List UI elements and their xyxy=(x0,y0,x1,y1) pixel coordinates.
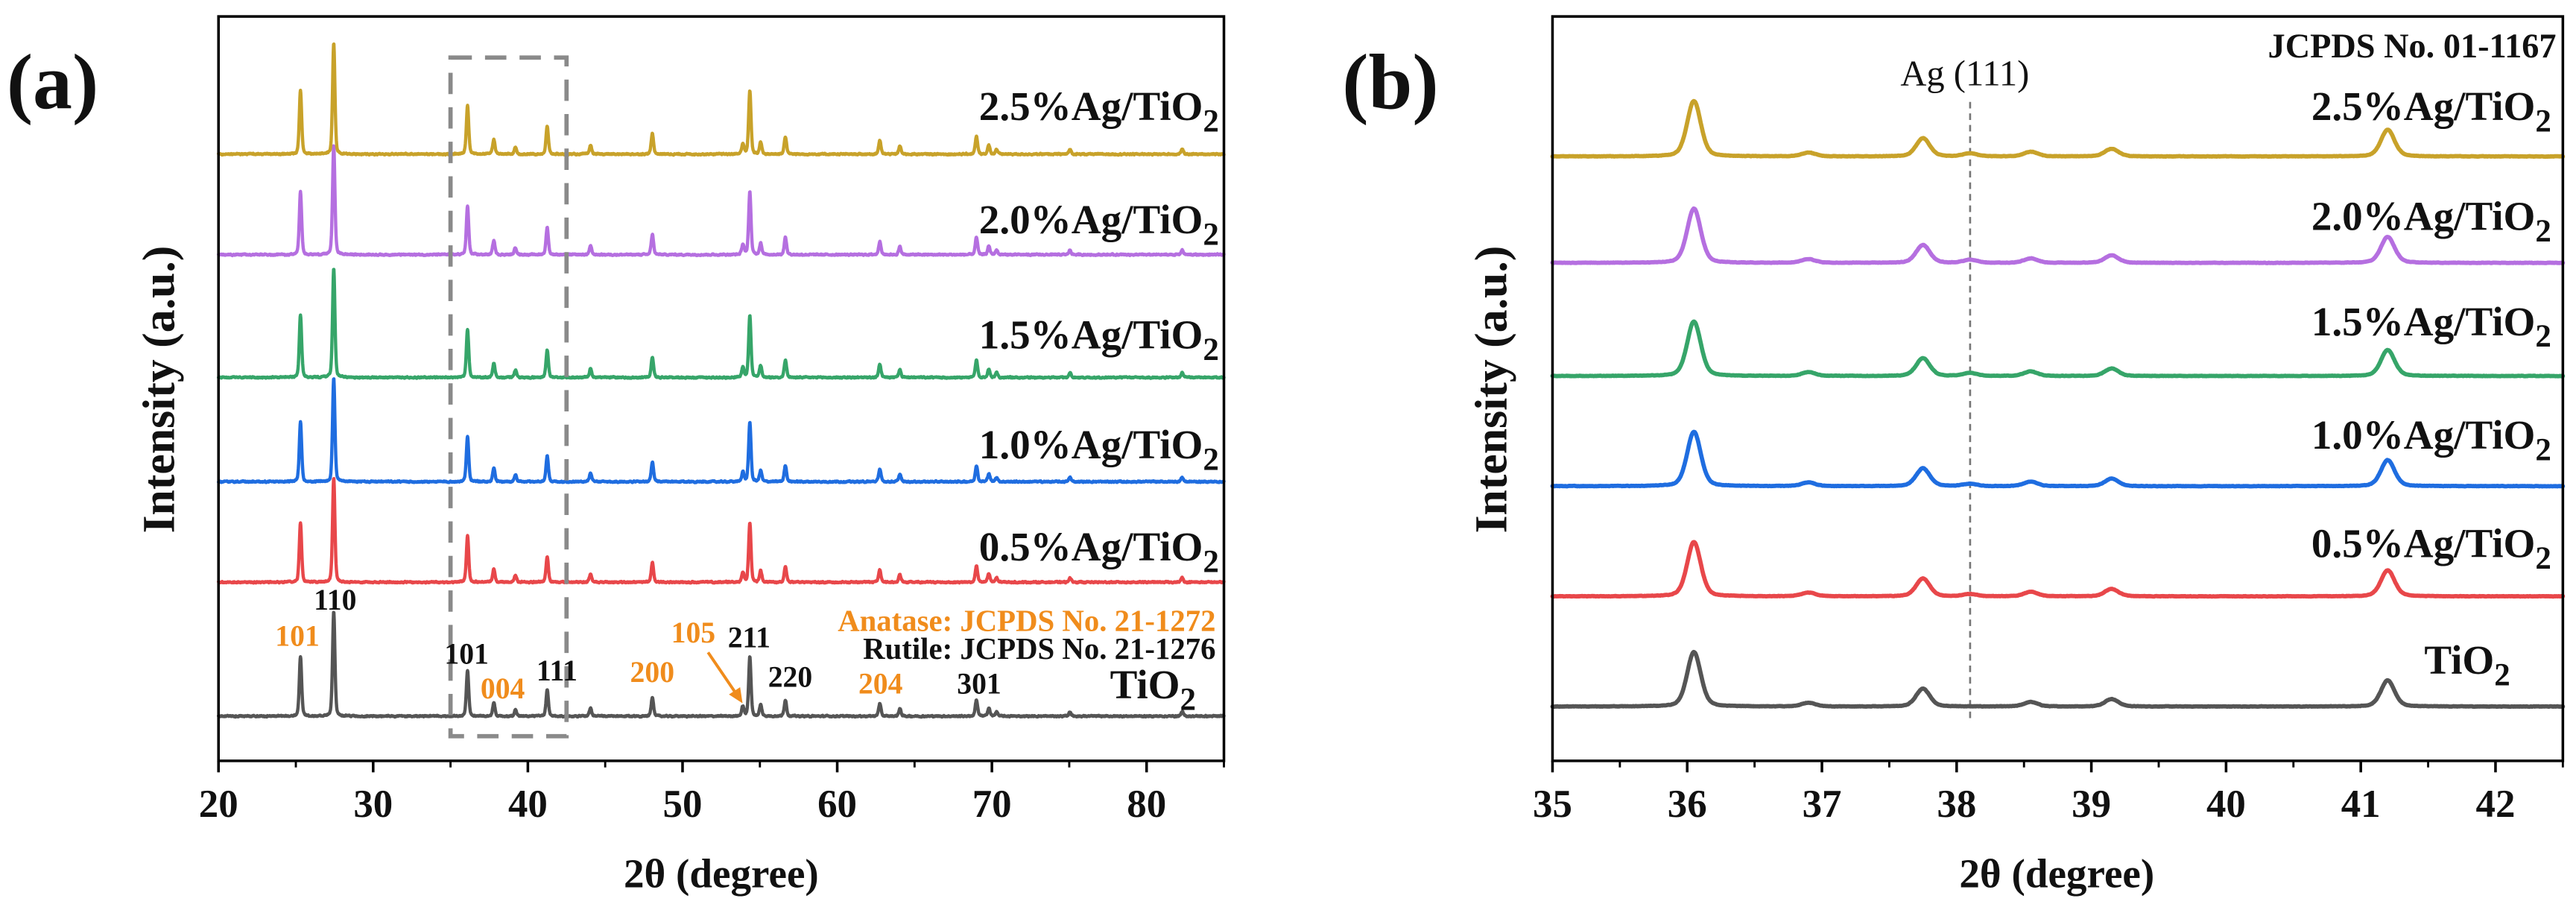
x-tick-label: 36 xyxy=(1668,783,1707,826)
trace-2-5-ag-tio2 xyxy=(1550,98,2566,159)
trace-0-5-ag-tio2 xyxy=(1550,540,2566,599)
panel-b-label-2-5-ag-tio2: 2.5%Ag/TiO2 xyxy=(2311,83,2551,139)
panel-b-label-2-0-ag-tio2: 2.0%Ag/TiO2 xyxy=(2311,194,2551,249)
x-tick-label: 38 xyxy=(1937,783,1976,826)
panel-a-letter: (a) xyxy=(7,39,98,126)
x-tick-label: 50 xyxy=(663,783,703,826)
x-tick-label: 70 xyxy=(972,783,1012,826)
panel-b-x-tick-labels: 35 36 37 38 39 40 41 42 xyxy=(1533,783,2515,826)
x-tick-label: 37 xyxy=(1803,783,1842,826)
panel-a: (a) Intensity (a.u.) 2θ (degree) 20 30 40 5… xyxy=(7,15,1226,897)
trace-2-5-ag-tio2 xyxy=(217,42,1226,157)
rutile-reference-label: Rutile: JCPDS No. 21-1276 xyxy=(863,632,1215,666)
panel-a-label-1-5-ag-tio2: 1.5%Ag/TiO2 xyxy=(979,312,1219,367)
trace-1-5-ag-tio2 xyxy=(217,268,1226,380)
panel-b-label-0-5-ag-tio2: 0.5%Ag/TiO2 xyxy=(2311,520,2551,575)
peak-label-rutile-110: 110 xyxy=(314,584,356,616)
panel-b-y-axis-label: Intensity (a.u.) xyxy=(1466,246,1517,534)
panel-b-traces xyxy=(1550,98,2566,710)
panel-b-label-tio2: TiO2 xyxy=(2424,637,2510,692)
trace-0-5-ag-tio2 xyxy=(217,476,1226,585)
x-tick-label: 60 xyxy=(817,783,857,826)
x-tick-label: 35 xyxy=(1533,783,1572,826)
panel-a-label-tio2: TiO2 xyxy=(1110,662,1196,717)
panel-a-x-axis-label: 2θ (degree) xyxy=(624,851,819,897)
panel-a-label-1-0-ag-tio2: 1.0%Ag/TiO2 xyxy=(979,422,1219,477)
trace-2-0-ag-tio2 xyxy=(217,144,1226,258)
ag-111-label: Ag (111) xyxy=(1900,54,2029,94)
peak-label-rutile-211: 211 xyxy=(728,622,770,654)
panel-a-x-ticks xyxy=(217,760,1225,773)
x-tick-label: 42 xyxy=(2476,783,2516,826)
anatase-reference-label: Anatase: JCPDS No. 21-1272 xyxy=(838,604,1215,638)
peak-label-anatase-200: 200 xyxy=(630,656,675,689)
x-tick-label: 80 xyxy=(1127,783,1166,826)
panel-a-plot-frame xyxy=(217,15,1226,762)
trace-2-0-ag-tio2 xyxy=(1550,206,2566,265)
trace-1-0-ag-tio2 xyxy=(217,377,1226,484)
peak-label-anatase-105: 105 xyxy=(671,616,716,649)
x-tick-label: 20 xyxy=(199,783,238,826)
peak-label-rutile-101: 101 xyxy=(444,638,489,671)
x-tick-label: 41 xyxy=(2341,783,2381,826)
panel-a-label-2-0-ag-tio2: 2.0%Ag/TiO2 xyxy=(979,197,1219,252)
peak-label-rutile-220: 220 xyxy=(768,661,813,694)
x-tick-label: 40 xyxy=(508,783,548,826)
panel-b-letter: (b) xyxy=(1342,39,1438,126)
x-tick-label: 30 xyxy=(353,783,393,826)
panel-a-label-2-5-ag-tio2: 2.5%Ag/TiO2 xyxy=(979,83,1219,139)
trace-tio2 xyxy=(217,610,1226,719)
peak-label-rutile-301: 301 xyxy=(957,667,1001,700)
panel-a-label-0-5-ag-tio2: 0.5%Ag/TiO2 xyxy=(979,524,1219,579)
peak-label-anatase-204: 204 xyxy=(858,667,903,700)
trace-1-0-ag-tio2 xyxy=(1550,429,2566,489)
panel-a-x-tick-labels: 20 30 40 50 60 70 80 xyxy=(199,783,1166,826)
peak-label-rutile-111: 111 xyxy=(537,654,577,687)
jcpds-card-label: JCPDS No. 01-1167 xyxy=(2268,28,2557,66)
panel-b-label-1-5-ag-tio2: 1.5%Ag/TiO2 xyxy=(2311,299,2551,354)
panel-b: (b) Intensity (a.u.) 2θ (degree) 35 36 37 3… xyxy=(1342,15,2566,897)
zoom-region-box xyxy=(448,55,569,739)
peak-label-anatase-101: 101 xyxy=(275,619,320,652)
x-tick-label: 40 xyxy=(2206,783,2246,826)
panel-b-plot-frame xyxy=(1551,15,2565,762)
x-tick-label: 39 xyxy=(2072,783,2111,826)
panel-a-y-axis-label: Intensity (a.u.) xyxy=(134,246,185,534)
peak-label-anatase-004: 004 xyxy=(481,672,525,705)
trace-1-5-ag-tio2 xyxy=(1550,319,2566,379)
trace-tio2 xyxy=(1550,649,2566,710)
panel-b-label-1-0-ag-tio2: 1.0%Ag/TiO2 xyxy=(2311,412,2551,467)
panel-b-x-axis-label: 2θ (degree) xyxy=(1959,851,2154,897)
panel-b-x-ticks xyxy=(1551,760,2564,773)
arrow-105-icon xyxy=(706,651,743,704)
panel-a-traces xyxy=(217,42,1226,719)
